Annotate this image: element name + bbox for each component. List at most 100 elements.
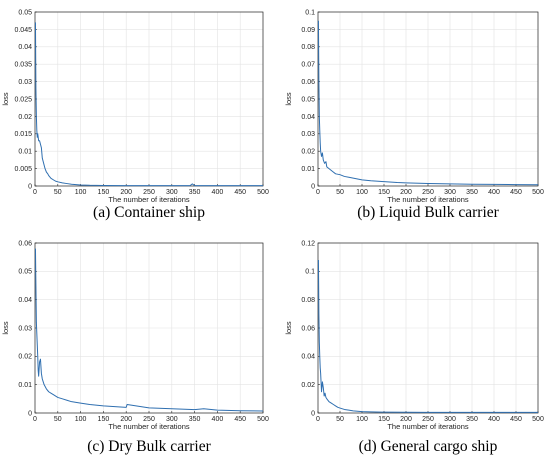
y-tick-label: 0.05 bbox=[301, 96, 315, 103]
y-tick-label: 0.08 bbox=[301, 44, 315, 51]
x-tick-label: 350 bbox=[466, 189, 478, 196]
x-tick-label: 300 bbox=[166, 416, 178, 423]
y-tick-label: 0.03 bbox=[18, 79, 32, 86]
y-tick-label: 0 bbox=[28, 183, 32, 190]
y-axis-label: loss bbox=[284, 321, 293, 335]
y-axis-label: loss bbox=[1, 92, 10, 106]
y-tick-label: 0.06 bbox=[301, 79, 315, 86]
y-tick-label: 0.06 bbox=[301, 325, 315, 332]
x-tick-label: 200 bbox=[120, 189, 132, 196]
x-tick-label: 200 bbox=[400, 416, 412, 423]
x-tick-label: 350 bbox=[189, 416, 201, 423]
y-tick-label: 0.01 bbox=[301, 166, 315, 173]
loss-series-line bbox=[317, 259, 538, 413]
x-tick-label: 100 bbox=[75, 416, 87, 423]
y-tick-label: 0.07 bbox=[301, 62, 315, 69]
x-tick-label: 100 bbox=[356, 416, 368, 423]
x-tick-label: 250 bbox=[422, 189, 434, 196]
y-tick-label: 0.04 bbox=[18, 297, 32, 304]
y-axis-label: loss bbox=[284, 92, 293, 106]
x-tick-label: 300 bbox=[444, 416, 456, 423]
y-tick-label: 0.04 bbox=[301, 114, 315, 121]
y-tick-label: 0.02 bbox=[18, 354, 32, 361]
panel-caption: (b) Liquid Bulk carrier bbox=[357, 204, 499, 221]
panel-caption: (d) General cargo ship bbox=[359, 438, 498, 455]
y-tick-label: 0.1 bbox=[305, 269, 315, 276]
y-tick-label: 0.01 bbox=[18, 382, 32, 389]
y-tick-label: 0.06 bbox=[18, 240, 32, 247]
y-tick-label: 0.02 bbox=[301, 149, 315, 156]
y-tick-label: 0.04 bbox=[301, 354, 315, 361]
y-axis-label: loss bbox=[1, 321, 10, 335]
x-tick-label: 150 bbox=[378, 416, 390, 423]
x-tick-label: 150 bbox=[378, 189, 390, 196]
x-tick-label: 500 bbox=[532, 416, 544, 423]
y-tick-label: 0.03 bbox=[18, 325, 32, 332]
x-tick-label: 150 bbox=[98, 189, 110, 196]
y-tick-label: 0.02 bbox=[18, 114, 32, 121]
axes-frame bbox=[317, 11, 539, 187]
x-tick-label: 400 bbox=[212, 189, 224, 196]
y-tick-label: 0.005 bbox=[14, 166, 32, 173]
x-axis-label: The number of iterations bbox=[387, 195, 469, 204]
x-tick-label: 500 bbox=[257, 189, 269, 196]
x-axis-label: The number of iterations bbox=[108, 195, 190, 204]
x-tick-label: 400 bbox=[488, 416, 500, 423]
x-tick-label: 450 bbox=[510, 416, 522, 423]
y-tick-label: 0.015 bbox=[14, 131, 32, 138]
x-tick-label: 50 bbox=[54, 416, 62, 423]
x-tick-label: 0 bbox=[33, 416, 37, 423]
y-tick-label: 0.045 bbox=[14, 27, 32, 34]
y-tick-label: 0.09 bbox=[301, 27, 315, 34]
x-tick-label: 500 bbox=[532, 189, 544, 196]
x-tick-label: 0 bbox=[316, 416, 320, 423]
x-tick-label: 100 bbox=[75, 189, 87, 196]
y-tick-label: 0.01 bbox=[18, 149, 32, 156]
x-tick-label: 50 bbox=[336, 416, 344, 423]
x-tick-label: 350 bbox=[466, 416, 478, 423]
x-tick-label: 300 bbox=[166, 189, 178, 196]
x-tick-label: 150 bbox=[98, 416, 110, 423]
x-tick-label: 500 bbox=[257, 416, 269, 423]
y-tick-label: 0.1 bbox=[305, 9, 315, 16]
y-tick-label: 0.02 bbox=[301, 382, 315, 389]
x-tick-label: 100 bbox=[356, 189, 368, 196]
x-axis-label: The number of iterations bbox=[108, 422, 190, 431]
x-tick-label: 450 bbox=[234, 189, 246, 196]
y-tick-label: 0.03 bbox=[301, 131, 315, 138]
x-tick-label: 0 bbox=[33, 189, 37, 196]
y-tick-label: 0.04 bbox=[18, 44, 32, 51]
panel-dry-bulk-carrier: 0 50 100 150 200 250 300 350 400 450 500 0 0.01 0.02 0… bbox=[1, 240, 269, 455]
y-tick-label: 0 bbox=[311, 183, 315, 190]
x-tick-label: 0 bbox=[316, 189, 320, 196]
loss-series-line bbox=[34, 248, 264, 412]
x-tick-label: 200 bbox=[120, 416, 132, 423]
panel-caption: (c) Dry Bulk carrier bbox=[87, 438, 211, 455]
x-tick-label: 450 bbox=[234, 416, 246, 423]
axes-frame bbox=[34, 242, 264, 414]
x-tick-label: 50 bbox=[336, 189, 344, 196]
x-tick-label: 50 bbox=[54, 189, 62, 196]
y-tick-label: 0.12 bbox=[301, 240, 315, 247]
x-tick-label: 300 bbox=[444, 189, 456, 196]
y-tick-label: 0.05 bbox=[18, 9, 32, 16]
y-tick-label: 0.025 bbox=[14, 96, 32, 103]
axes-frame bbox=[317, 242, 539, 414]
panel-container-ship: 0 50 100 150 200 250 300 350 400 450 500 0 0.005 0.01… bbox=[1, 9, 269, 221]
x-tick-label: 400 bbox=[488, 189, 500, 196]
x-tick-label: 350 bbox=[189, 189, 201, 196]
x-tick-label: 250 bbox=[143, 416, 155, 423]
y-tick-label: 0 bbox=[28, 410, 32, 417]
loss-series-line bbox=[34, 22, 263, 187]
y-tick-label: 0.035 bbox=[14, 62, 32, 69]
y-tick-label: 0.05 bbox=[18, 269, 32, 276]
loss-series-line bbox=[317, 20, 539, 186]
x-tick-label: 250 bbox=[422, 416, 434, 423]
x-tick-label: 400 bbox=[212, 416, 224, 423]
panel-general-cargo-ship: 0 50 100 150 200 250 300 350 400 450 500 0 0.02 0.04 0… bbox=[284, 240, 544, 455]
panel-liquid-bulk-carrier: 0 50 100 150 200 250 300 350 400 450 500 0 0.01 0.02 0… bbox=[284, 9, 544, 221]
x-axis-label: The number of iterations bbox=[387, 422, 469, 431]
y-tick-label: 0.08 bbox=[301, 297, 315, 304]
x-tick-label: 450 bbox=[510, 189, 522, 196]
